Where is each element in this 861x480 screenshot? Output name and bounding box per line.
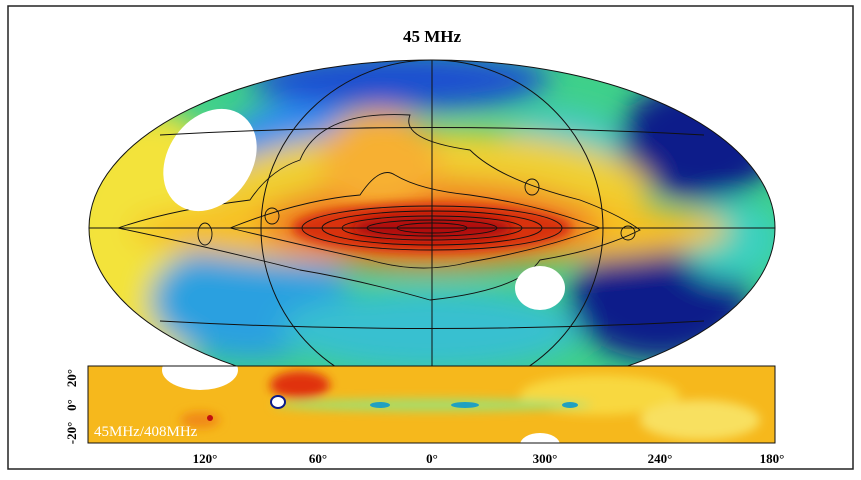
sky-map-figure: 45 MHz <box>0 0 861 475</box>
x-tick-label: 60° <box>309 451 327 466</box>
x-tick-label: 180° <box>760 451 785 466</box>
map-title: 45 MHz <box>403 27 462 46</box>
y-tick-label: 20° <box>64 369 79 387</box>
strip-label: 45MHz/408MHz <box>94 424 198 440</box>
x-tick-label: 300° <box>533 451 558 466</box>
y-tick-label: -20° <box>64 422 79 445</box>
x-tick-label: 240° <box>648 451 673 466</box>
all-sky-map <box>60 50 790 405</box>
x-tick-label: 0° <box>426 451 438 466</box>
y-tick-label: 0° <box>64 399 79 411</box>
x-tick-label: 120° <box>193 451 218 466</box>
